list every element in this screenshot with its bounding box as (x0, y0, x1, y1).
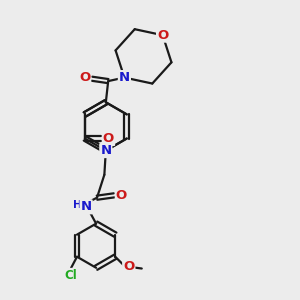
Text: O: O (116, 189, 127, 202)
Text: Cl: Cl (65, 269, 77, 282)
Text: O: O (123, 260, 134, 273)
Text: H: H (74, 200, 82, 210)
Text: O: O (79, 71, 90, 84)
Text: O: O (157, 29, 168, 42)
Text: N: N (100, 144, 111, 157)
Text: O: O (103, 132, 114, 145)
Text: N: N (80, 200, 92, 213)
Text: N: N (119, 71, 130, 84)
